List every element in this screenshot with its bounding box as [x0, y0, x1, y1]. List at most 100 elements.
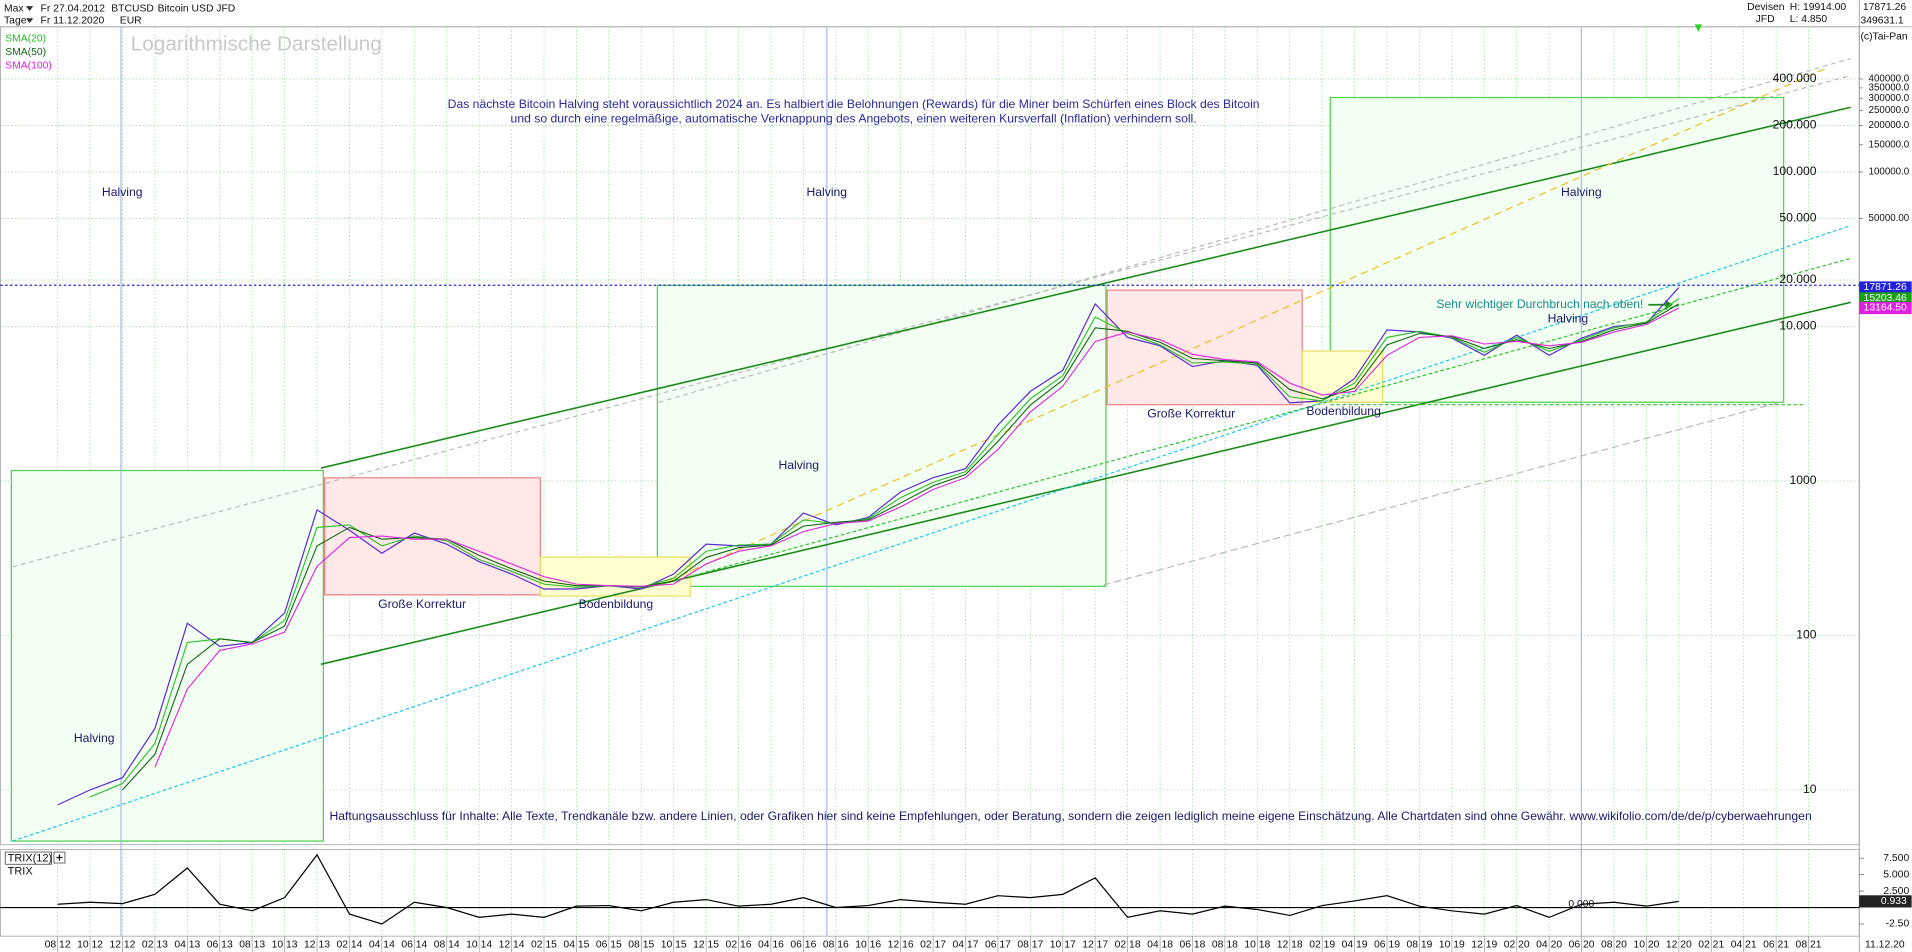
x-tick-label: 10 15 [661, 939, 687, 950]
x-tick-label: 02 16 [726, 939, 752, 950]
correction-label: Große Korrektur [378, 597, 466, 611]
series-line [154, 307, 1680, 768]
from-date: Fr 27.04.2012 [41, 3, 106, 14]
halving-label: Halving [778, 458, 819, 472]
right-tick-label: 150000.0 [1869, 139, 1910, 150]
x-tick-label: 10 19 [1439, 939, 1465, 950]
x-tick-label: 12 13 [304, 939, 330, 950]
x-tick-label: 12 19 [1471, 939, 1497, 950]
y-tick-label: -2.50 [1886, 919, 1910, 930]
data [0, 287, 1860, 925]
marker [1694, 24, 1702, 32]
series-line [57, 287, 1680, 806]
x-tick-label: 08 19 [1406, 939, 1432, 950]
trend-line [658, 257, 1851, 586]
box [1301, 350, 1384, 403]
box [656, 284, 1107, 587]
x-tick-label: 04 15 [563, 939, 589, 950]
x-tick-label: 04 14 [369, 939, 395, 950]
legend-entry: SMA(20) [5, 34, 46, 45]
last-value-label: 17871.26 [1864, 282, 1907, 293]
x-tick-label: 08 21 [1796, 939, 1822, 950]
y-tick-label: 400.000 [1773, 71, 1817, 85]
x-tick-label: 12 18 [1277, 939, 1303, 950]
x-tick-label: 06 20 [1569, 939, 1595, 950]
last-value-label: 13164.50 [1864, 303, 1907, 314]
x-tick-label: 08 17 [1017, 939, 1043, 950]
indicator-subtitle: TRIX [8, 865, 34, 877]
market: Devisen [1747, 2, 1785, 13]
x-tick-label: 12 17 [1082, 939, 1108, 950]
indicator-box[interactable] [4, 851, 52, 865]
level-label: 0.000 [1568, 899, 1594, 910]
x-tick-label: 06 19 [1374, 939, 1400, 950]
x-tick-label: 02 20 [1504, 939, 1530, 950]
note: und so durch eine regelmäßige, automatis… [511, 112, 1197, 126]
x-tick-label: 04 20 [1536, 939, 1562, 950]
right-tick-label: 300000.0 [1869, 93, 1910, 104]
trend-line [12, 74, 1851, 568]
box [1329, 96, 1785, 403]
box [323, 477, 541, 596]
x-tick-label: 04 21 [1731, 939, 1757, 950]
range[interactable]: Max [4, 3, 24, 14]
right-tick-label: 200000.0 [1869, 120, 1910, 131]
x-tick-label: 08 20 [1601, 939, 1627, 950]
chart-title: Logarithmische Darstellung [131, 33, 382, 56]
x-tick-label: 06 17 [985, 939, 1011, 950]
correction-label: Große Korrektur [1147, 407, 1235, 421]
breakout-label: Sehr wichtiger Durchbruch nach oben! [1436, 297, 1643, 311]
dropdown[interactable] [25, 18, 34, 24]
x-tick-label: 12 16 [888, 939, 914, 950]
y-tick-label: 50.000 [1779, 211, 1816, 225]
x-tick-label: 06 14 [401, 939, 427, 950]
x-tick-label: 08 12 [45, 939, 71, 950]
broker: JFD [1756, 14, 1775, 25]
high: H: 19914.00 [1790, 2, 1847, 13]
x-tick-label: 02 13 [142, 939, 168, 950]
y-tick-label: 7.500 [1883, 853, 1909, 864]
right-tick-label: 250000.0 [1869, 105, 1910, 116]
trend-line [1103, 401, 1781, 586]
dropdown[interactable] [25, 6, 34, 11]
halving-label: Halving [806, 185, 847, 199]
x-tick-label: 02 14 [336, 939, 362, 950]
x-tick-label: 12 14 [499, 939, 525, 950]
last-value-label: 15203.46 [1864, 293, 1907, 304]
channel-bottom [320, 301, 1851, 666]
halving-label: Halving [1561, 185, 1602, 199]
currency: EUR [120, 15, 142, 26]
series-line [89, 297, 1680, 798]
x-tick-label: 06 13 [207, 939, 233, 950]
copyright: (c)Tai-Pan [1860, 31, 1907, 42]
channel-top [320, 106, 1851, 469]
to-date: Fr 11.12.2020 [41, 15, 105, 26]
x-tick-label: 10 12 [77, 939, 103, 950]
right-tick-label: 350000.0 [1869, 82, 1910, 93]
y-tick-label: 20.000 [1779, 272, 1816, 286]
trend-line [658, 57, 1851, 403]
symbol: BTCUSD [111, 3, 154, 14]
x-tick-label: 06 21 [1763, 939, 1789, 950]
x-tick-label: 10 18 [1244, 939, 1270, 950]
plus-icon[interactable] [56, 854, 63, 861]
x-tick-label: 08 16 [823, 939, 849, 950]
instrument-name: Bitcoin USD JFD [158, 3, 236, 14]
x-tick-label: 06 16 [790, 939, 816, 950]
interval[interactable]: Tage [4, 15, 27, 26]
x-tick-label: 02 19 [1309, 939, 1335, 950]
end-date: 11.12.20 [1865, 939, 1905, 950]
trix-panel [0, 849, 1860, 937]
y-tick-label: 100.000 [1773, 164, 1817, 178]
series-line [57, 853, 1679, 925]
y-tick-label: 10.000 [1779, 319, 1816, 333]
halving-label: Halving [1548, 312, 1589, 326]
halving-label: Halving [102, 185, 143, 199]
bottom-label: Bodenbildung [1306, 404, 1380, 418]
low: L: 4.850 [1790, 14, 1828, 25]
x-tick-label: 04 17 [953, 939, 979, 950]
indicator-title[interactable]: TRIX(12) [8, 853, 53, 865]
x-tick-label: 10 14 [466, 939, 492, 950]
x-tick-label: 02 21 [1698, 939, 1724, 950]
